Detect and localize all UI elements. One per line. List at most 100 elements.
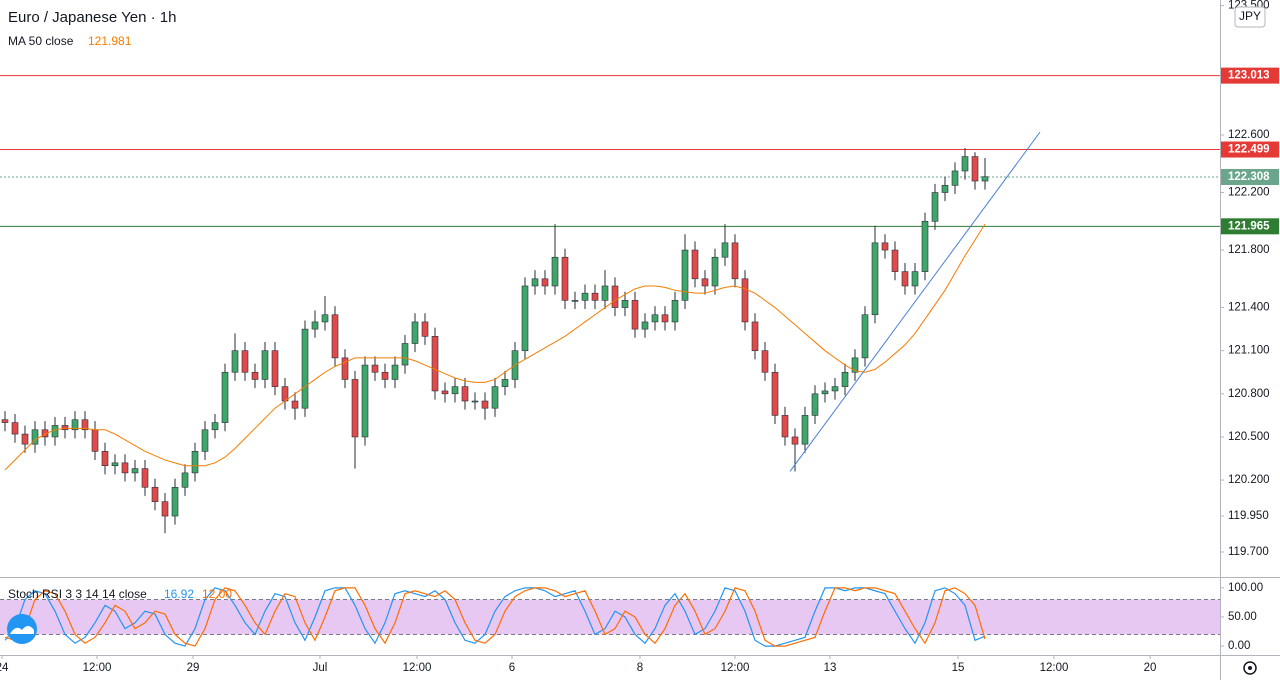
x-tick-label: 12:00 <box>721 662 750 674</box>
candle-body <box>11 422 19 435</box>
candle-body <box>631 300 639 330</box>
candle-body <box>91 429 99 452</box>
candle-body <box>341 357 349 380</box>
candle-body <box>301 328 309 409</box>
candle-body <box>661 314 669 323</box>
candle-body <box>971 156 979 182</box>
trend-line <box>789 131 1041 472</box>
candle-body <box>171 486 179 517</box>
candle-body <box>321 314 329 323</box>
candle-body <box>431 336 439 392</box>
y-tick-label: 122.600 <box>1228 129 1270 141</box>
gear-center <box>1248 666 1252 670</box>
candle-body <box>601 285 609 301</box>
candle-body <box>781 415 789 438</box>
y-tick-label: 121.800 <box>1228 244 1270 256</box>
candle-body <box>551 256 559 287</box>
stoch-tick-label: 100.00 <box>1228 582 1263 594</box>
candle-body <box>561 256 569 301</box>
candle-body <box>381 371 389 380</box>
y-tick-label: 120.500 <box>1228 431 1270 443</box>
candle-body <box>81 419 89 431</box>
candle-body <box>251 371 259 380</box>
logo[interactable] <box>7 614 37 644</box>
candle-body <box>941 185 949 193</box>
candle-body <box>621 300 629 308</box>
candle-body <box>751 321 759 351</box>
x-tick-label: 12:00 <box>83 662 112 674</box>
candle-body <box>731 242 739 280</box>
settings-button[interactable] <box>1243 661 1257 675</box>
x-tick-label: 20 <box>1144 662 1157 674</box>
candle-body <box>1 419 9 423</box>
candle-body <box>191 451 199 474</box>
candle-body <box>61 425 69 431</box>
candle-body <box>111 462 119 467</box>
candle-body <box>771 371 779 416</box>
y-tick-label: 120.800 <box>1228 388 1270 400</box>
candle-body <box>681 249 689 301</box>
candle-body <box>761 350 769 373</box>
candle-body <box>961 156 969 172</box>
level-label-box <box>1221 141 1279 158</box>
candle-body <box>701 278 709 287</box>
currency-badge <box>1234 6 1266 28</box>
candle-body <box>241 350 249 373</box>
candle-body <box>121 462 129 474</box>
stoch-pane <box>0 587 1220 647</box>
stoch-d-value: 12.00 <box>202 587 232 601</box>
logo-circle[interactable] <box>7 614 37 644</box>
candle-body <box>901 271 909 287</box>
level-label-box <box>1221 168 1279 185</box>
candle-body <box>981 176 989 182</box>
level-label-box <box>1221 218 1279 235</box>
candle-body <box>581 292 589 301</box>
x-tick-label: 24 <box>0 662 9 674</box>
y-tick-label: 121.400 <box>1228 302 1270 314</box>
x-tick-label: Jul <box>313 662 328 674</box>
candle-body <box>311 321 319 330</box>
candle-body <box>231 350 239 373</box>
candle-body <box>351 379 359 438</box>
ma-value: 121.981 <box>88 34 132 48</box>
candle-body <box>861 314 869 359</box>
candle-body <box>691 249 699 280</box>
logo-wave <box>10 626 34 634</box>
candle-body <box>541 278 549 287</box>
candle-body <box>921 220 929 272</box>
candle-body <box>151 486 159 502</box>
level-label: 122.308 <box>1228 171 1270 183</box>
currency: JPY <box>1239 9 1261 23</box>
stoch-k-value: 16.92 <box>164 587 194 601</box>
candle-body <box>841 371 849 387</box>
candle-body <box>741 278 749 323</box>
candle-body <box>671 300 679 323</box>
candle-body <box>391 364 399 380</box>
candle-body <box>451 386 459 395</box>
candle-body <box>71 419 79 431</box>
stoch-tick-label: 0.00 <box>1228 640 1250 652</box>
candle-body <box>951 170 959 186</box>
candle-body <box>331 314 339 359</box>
candle-body <box>471 400 479 403</box>
legend: Euro / Japanese Yen · 1h MA 50 close 121… <box>8 6 1266 601</box>
level-label-box <box>1221 67 1279 84</box>
candle-body <box>881 242 889 251</box>
candle-body <box>31 429 39 445</box>
chart-title: Euro / Japanese Yen · 1h <box>8 9 176 26</box>
y-tick-label: 120.200 <box>1228 474 1270 486</box>
candle-body <box>101 451 109 467</box>
candle-body <box>371 364 379 373</box>
x-tick-label: 8 <box>637 662 643 674</box>
stoch-band <box>0 599 1220 635</box>
gear[interactable] <box>1243 661 1257 675</box>
candle-body <box>141 468 149 488</box>
stoch-line <box>4 587 986 647</box>
x-tick-label: 6 <box>509 662 515 674</box>
stoch-name: Stoch RSI 3 3 14 14 close <box>8 587 147 601</box>
candle-body <box>211 422 219 431</box>
candle-body <box>591 292 599 301</box>
